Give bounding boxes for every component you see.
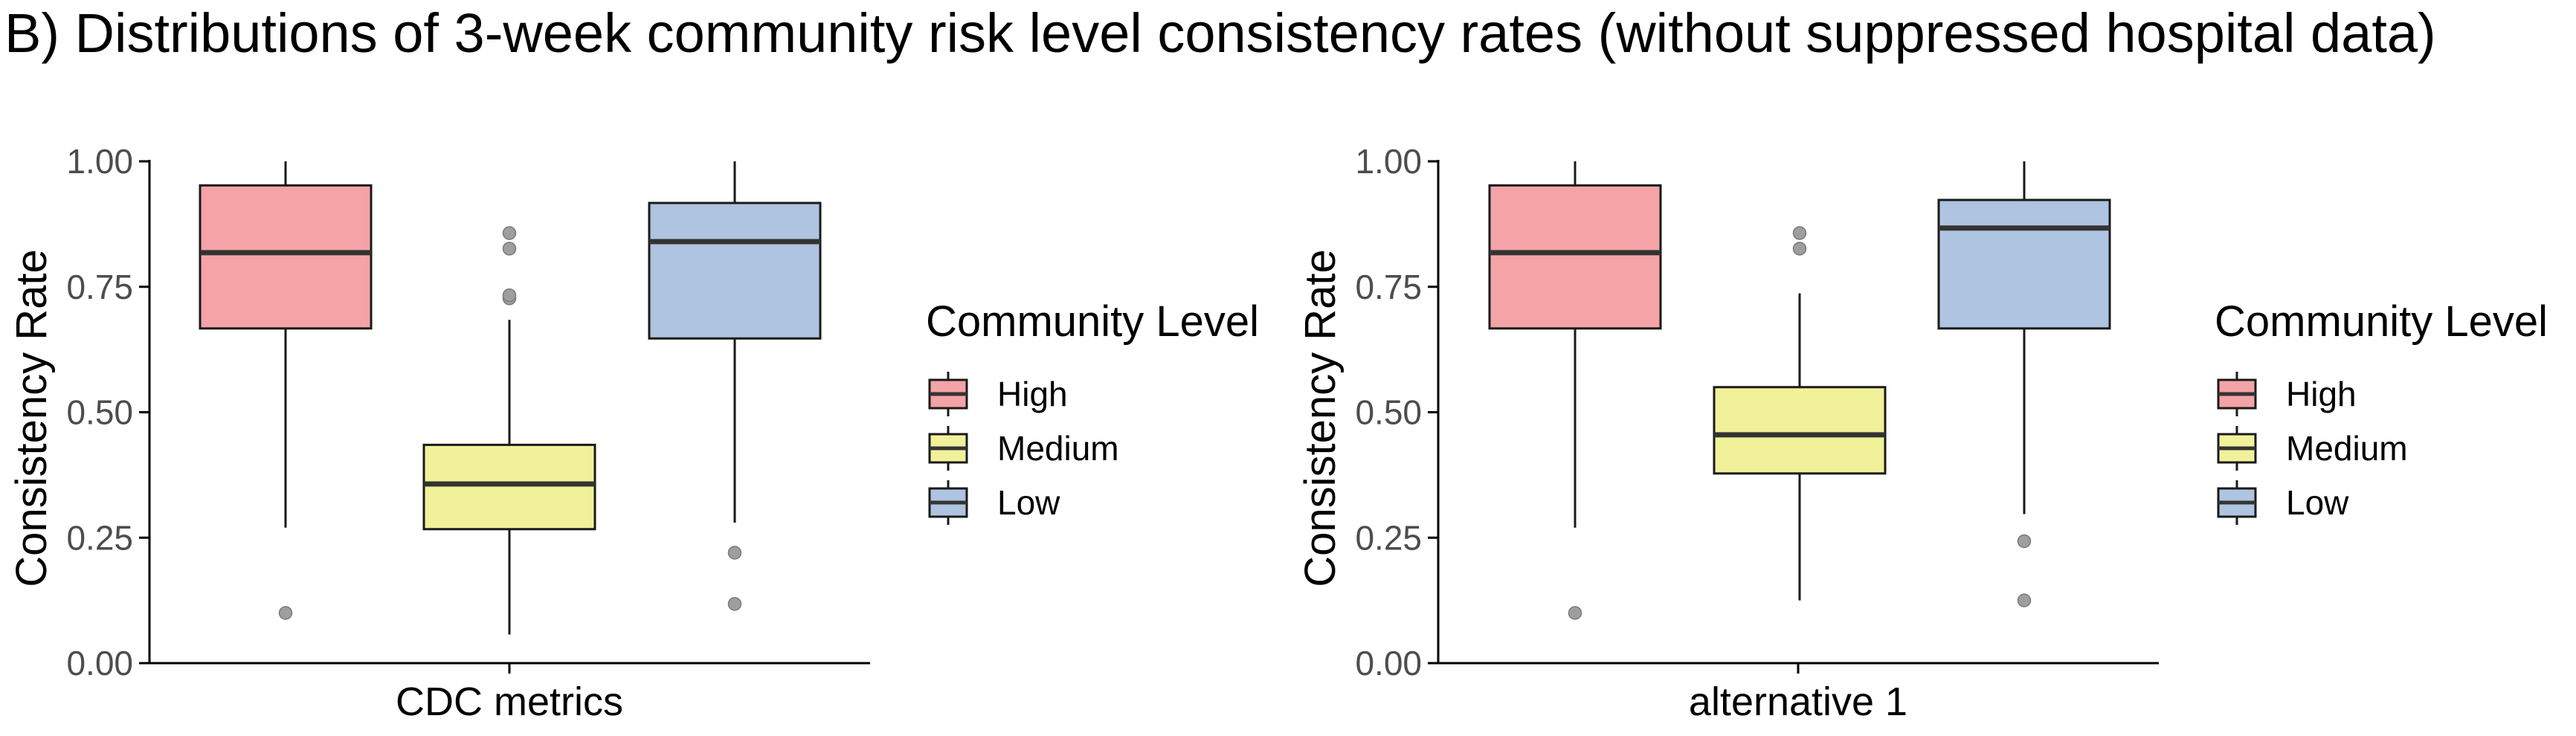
legend-label: Low bbox=[2286, 483, 2349, 522]
y-tick-label: 0.25 bbox=[66, 518, 133, 557]
y-tick-label: 0.75 bbox=[66, 268, 133, 306]
y-tick-label: 0.00 bbox=[1355, 644, 1422, 682]
box-iqr bbox=[1713, 386, 1887, 475]
outlier-point bbox=[502, 226, 517, 240]
legend: Community Level High Medium Low bbox=[2215, 297, 2548, 525]
chart-panel-2: 0.00 0.25 0.50 0.75 1.00 Consistency Rate alte… bbox=[1296, 142, 2548, 724]
y-tick-label: 0.75 bbox=[1355, 268, 1422, 306]
legend: Community Level High Medium Low bbox=[926, 297, 1259, 525]
legend-item-low: Low bbox=[2217, 480, 2349, 525]
legend-title: Community Level bbox=[2215, 297, 2548, 346]
outlier-point bbox=[1792, 226, 1807, 240]
legend-item-high: High bbox=[2217, 372, 2357, 416]
y-tick-label: 0.00 bbox=[66, 644, 133, 682]
legend-item-low: Low bbox=[928, 480, 1060, 525]
outlier-point bbox=[2017, 593, 2032, 607]
x-tick-label: alternative 1 bbox=[1689, 679, 1907, 724]
outlier-point bbox=[2017, 534, 2032, 549]
box-high bbox=[1488, 161, 1662, 620]
outlier-point bbox=[1792, 242, 1807, 256]
outlier-point bbox=[502, 288, 517, 303]
outlier-point bbox=[278, 606, 293, 620]
legend-item-medium: Medium bbox=[928, 426, 1119, 471]
legend-label: Medium bbox=[997, 429, 1119, 468]
y-axis-label: Consistency Rate bbox=[1296, 249, 1345, 587]
legend-label: High bbox=[2286, 375, 2357, 413]
box-low bbox=[1937, 161, 2111, 607]
y-tick-label: 0.25 bbox=[1355, 518, 1422, 557]
chart-panel-1: 0.00 0.25 0.50 0.75 1.00 Consistency Rate CDC … bbox=[7, 142, 1259, 724]
box-iqr bbox=[1937, 198, 2111, 330]
x-tick-label: CDC metrics bbox=[396, 679, 623, 724]
box-iqr bbox=[199, 184, 373, 330]
box-low bbox=[648, 161, 822, 611]
outlier-point bbox=[727, 597, 742, 611]
legend-label: Low bbox=[997, 483, 1060, 522]
box-iqr bbox=[1488, 184, 1662, 330]
outlier-point bbox=[727, 546, 742, 560]
box-iqr bbox=[648, 201, 822, 340]
y-axis-label: Consistency Rate bbox=[7, 249, 56, 587]
page-title: B) Distributions of 3-week community ris… bbox=[4, 2, 2436, 64]
y-tick-label: 1.00 bbox=[1355, 142, 1422, 181]
legend-item-high: High bbox=[928, 372, 1068, 416]
legend-item-medium: Medium bbox=[2217, 426, 2408, 471]
box-high bbox=[199, 161, 373, 620]
legend-title: Community Level bbox=[926, 297, 1259, 346]
legend-label: High bbox=[997, 375, 1068, 413]
y-tick-label: 1.00 bbox=[66, 142, 133, 181]
box-medium bbox=[1713, 226, 1887, 601]
outlier-point bbox=[502, 242, 517, 256]
y-tick-label: 0.50 bbox=[1355, 393, 1422, 432]
box-medium bbox=[422, 226, 596, 635]
outlier-point bbox=[1568, 606, 1582, 620]
legend-label: Medium bbox=[2286, 429, 2408, 468]
box-iqr bbox=[422, 443, 596, 531]
y-tick-label: 0.50 bbox=[66, 393, 133, 432]
